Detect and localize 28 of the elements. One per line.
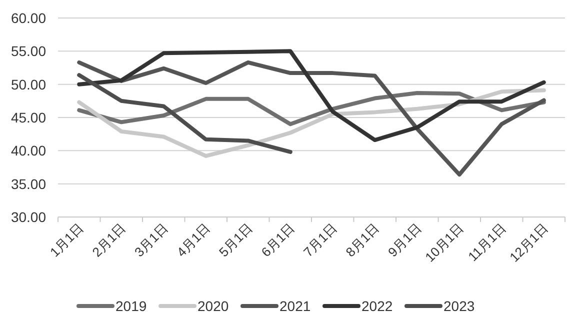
- x-tick-label: 9月1日: [385, 220, 424, 260]
- y-tick-label: 30.00: [10, 209, 46, 225]
- legend-label: 2022: [362, 298, 393, 314]
- x-tick-label: 12月1日: [506, 220, 551, 265]
- x-tick-label: 10月1日: [422, 220, 466, 265]
- line-series: [77, 73, 292, 154]
- x-tick-label: 3月1日: [132, 220, 171, 260]
- y-tick-label: 50.00: [10, 76, 46, 92]
- legend-label: 2021: [280, 298, 311, 314]
- line-series: [77, 60, 546, 177]
- x-tick-label: 1月1日: [47, 220, 86, 260]
- y-tick-label: 55.00: [10, 43, 46, 60]
- line-series: [77, 90, 546, 126]
- x-tick-label: 2月1日: [89, 220, 128, 260]
- legend-label: 2023: [444, 298, 475, 314]
- x-tick-label: 7月1日: [300, 220, 340, 260]
- y-tick-label: 45.00: [10, 110, 46, 126]
- x-tick-label: 6月1日: [258, 220, 298, 260]
- y-tick-label: 60.00: [10, 10, 46, 26]
- y-tick-label: 35.00: [10, 176, 46, 192]
- x-tick-label: 4月1日: [174, 220, 213, 260]
- line-series: [77, 49, 546, 142]
- legend-label: 2020: [198, 298, 229, 314]
- legend-label: 2019: [116, 298, 147, 314]
- x-tick-label: 8月1日: [342, 220, 382, 260]
- x-tick-label: 5月1日: [216, 220, 256, 260]
- x-tick-label: 11月1日: [465, 220, 509, 264]
- y-tick-label: 40.00: [10, 142, 46, 159]
